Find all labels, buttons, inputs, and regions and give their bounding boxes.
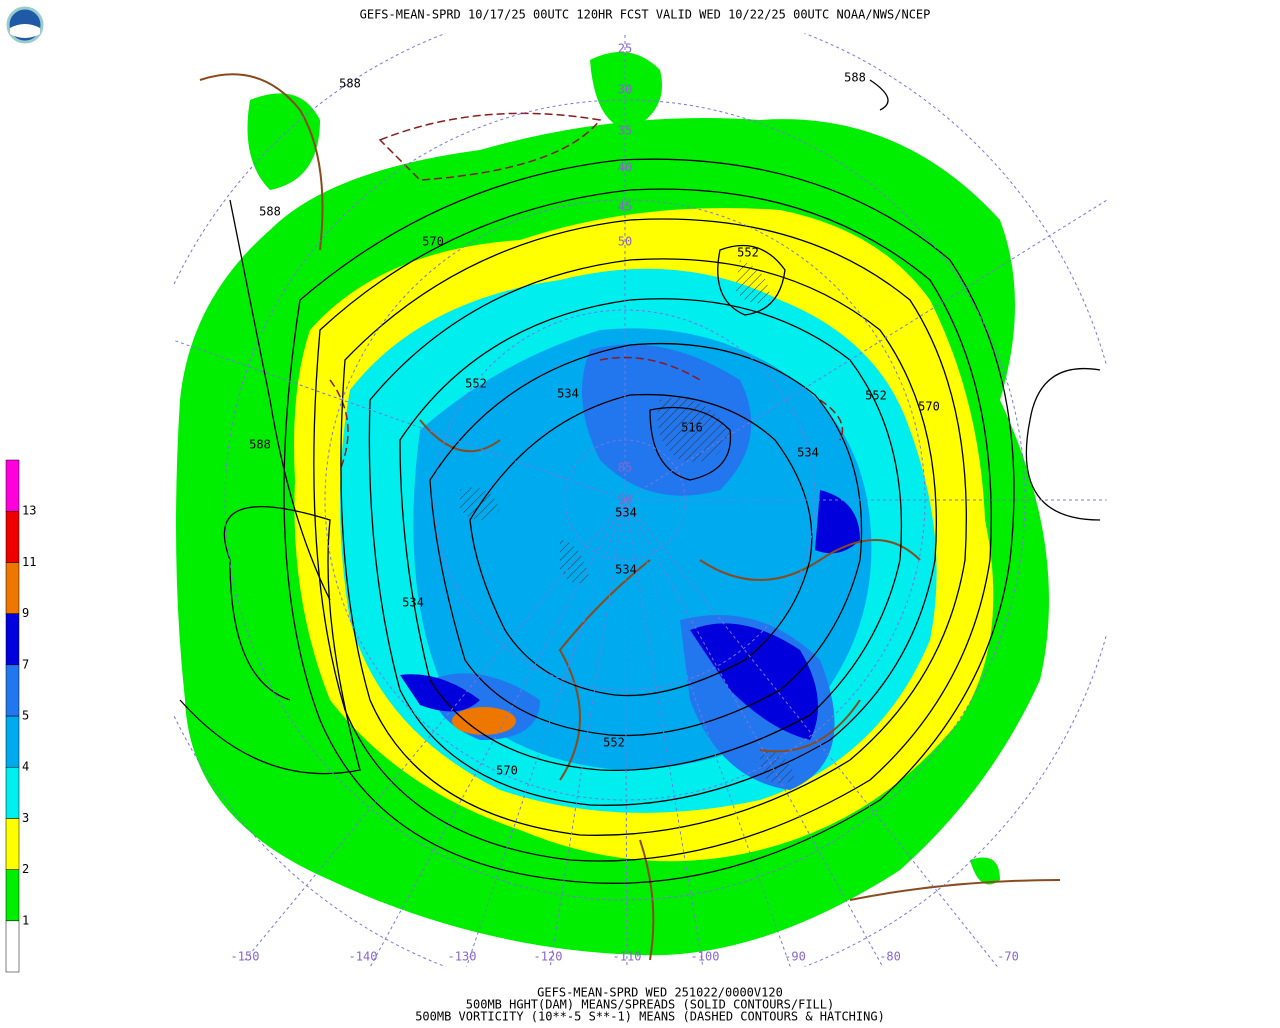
contour-label: 570 (422, 235, 444, 249)
colorbar-label: 11 (22, 555, 36, 569)
contour-label: 534 (615, 563, 637, 577)
contour-label: 588 (259, 205, 281, 219)
latitude-label: 85 (618, 461, 632, 475)
map (173, 33, 1107, 967)
colorbar-swatch (5, 920, 20, 973)
spread-blue (400, 490, 860, 740)
longitude-label: -80 (879, 950, 901, 964)
colorbar-swatch (5, 510, 20, 563)
contour-label: 588 (249, 438, 271, 452)
lat-lon-grid (173, 33, 1107, 967)
longitude-label: -130 (448, 950, 477, 964)
contour-label: 552 (865, 389, 887, 403)
colorbar-swatch (5, 766, 20, 819)
longitude-label: -70 (997, 950, 1019, 964)
latitude-label: 45 (618, 200, 632, 214)
colorbar-label: 1 (22, 913, 29, 927)
contour-label: 552 (465, 377, 487, 391)
contour-label: 534 (797, 446, 819, 460)
longitude-label: -110 (613, 950, 642, 964)
colorbar-label: 5 (22, 709, 29, 723)
colorbar-label: 3 (22, 811, 29, 825)
latitude-label: 90 (618, 493, 632, 507)
colorbar-swatch (5, 664, 20, 717)
contour-label: 516 (681, 421, 703, 435)
colorbar-label: 13 (22, 504, 36, 518)
latitude-label: 25 (618, 42, 632, 56)
latitude-label: 30 (618, 83, 632, 97)
latitude-label: 50 (618, 235, 632, 249)
vorticity-contours (329, 112, 844, 471)
contour-label: 588 (844, 71, 866, 85)
map-frame (172, 32, 1108, 968)
colorbar-label: 7 (22, 657, 29, 671)
latitude-label: 40 (618, 161, 632, 175)
longitude-label: -140 (349, 950, 378, 964)
colorbar-swatch (5, 562, 20, 614)
colorbar-swatch (5, 818, 20, 870)
contour-label: 570 (496, 764, 518, 778)
contour-label: 534 (557, 387, 579, 401)
longitude-label: -150 (231, 950, 260, 964)
contour-label: 588 (339, 77, 361, 91)
footer-line: GEFS-MEAN-SPRD WED 251022/0000V120 (537, 986, 783, 1000)
contour-label: 534 (402, 596, 424, 610)
colorbar-label: 2 (22, 862, 29, 876)
longitude-label: -120 (534, 950, 563, 964)
colorbar-label: 9 (22, 606, 29, 620)
title: GEFS-MEAN-SPRD 10/17/25 00UTC 120HR FCST… (360, 8, 931, 22)
footer-line: 500MB VORTICITY (10**-5 S**-1) MEANS (DA… (415, 1010, 885, 1024)
contour-label: 570 (918, 400, 940, 414)
colorbar-swatch (5, 869, 20, 922)
latitude-label: 35 (618, 124, 632, 138)
footer-line: 500MB HGHT(DAM) MEANS/SPREADS (SOLID CON… (466, 998, 834, 1012)
contour-label: 552 (603, 736, 625, 750)
contour-label: 534 (615, 506, 637, 520)
colorbar-swatch (5, 459, 20, 512)
contour-label: 552 (737, 246, 759, 260)
longitude-label: -100 (691, 950, 720, 964)
height-contours (179, 79, 1101, 884)
noaa-logo-wave (10, 24, 40, 38)
colorbar-label: 4 (22, 760, 29, 774)
colorbar-swatch (5, 613, 20, 666)
longitude-label: -90 (784, 950, 806, 964)
spread-orange (452, 707, 516, 735)
coastlines (199, 73, 1061, 961)
colorbar-swatch (5, 715, 20, 768)
